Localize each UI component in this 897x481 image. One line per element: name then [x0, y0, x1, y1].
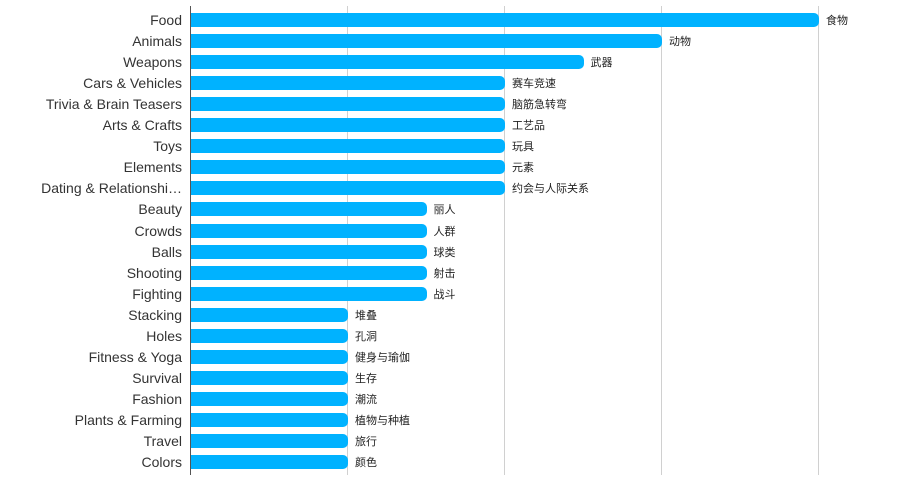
bar-row: Cars & Vehicles 赛车竞速: [0, 73, 897, 94]
bar[interactable]: [191, 181, 505, 196]
data-label: 元素: [512, 161, 534, 175]
category-label: Weapons: [123, 54, 182, 71]
bar-row: Stacking 堆叠: [0, 305, 897, 326]
data-label: 堆叠: [355, 308, 377, 322]
data-label: 工艺品: [512, 119, 545, 133]
bar-row: Crowds 人群: [0, 221, 897, 242]
bar-row: Holes 孔洞: [0, 326, 897, 347]
bar[interactable]: [191, 370, 348, 385]
bar-row: Trivia & Brain Teasers 脑筋急转弯: [0, 94, 897, 115]
data-label: 赛车竞速: [512, 77, 556, 91]
bar[interactable]: [191, 118, 505, 133]
data-label: 植物与种植: [355, 413, 410, 427]
bar-row: Toys 玩具: [0, 136, 897, 157]
bar-row: Fitness & Yoga 健身与瑜伽: [0, 347, 897, 368]
category-label: Survival: [132, 369, 182, 386]
bar-row: Weapons 武器: [0, 52, 897, 73]
data-label: 生存: [355, 371, 377, 385]
category-label: Stacking: [128, 306, 182, 323]
category-label: Fitness & Yoga: [88, 348, 182, 365]
data-label: 潮流: [355, 392, 377, 406]
category-label: Elements: [123, 159, 182, 176]
bar[interactable]: [191, 391, 348, 406]
category-label: Toys: [153, 138, 182, 155]
data-label: 丽人: [433, 203, 456, 217]
bar-row: Plants & Farming 植物与种植: [0, 410, 897, 431]
category-label: Travel: [143, 433, 182, 449]
category-label: Fashion: [132, 390, 182, 407]
bar[interactable]: [191, 202, 427, 217]
bar[interactable]: [191, 244, 427, 259]
bar[interactable]: [191, 412, 348, 427]
data-label: 武器: [590, 56, 613, 70]
category-label: Holes: [146, 327, 182, 344]
bar[interactable]: [191, 455, 348, 470]
bar-row: Shooting 射击: [0, 263, 897, 284]
gridline-1: [347, 6, 348, 475]
category-label: Beauty: [138, 201, 182, 218]
data-label: 颜色: [355, 456, 377, 470]
category-label: Balls: [151, 243, 182, 260]
data-label: 玩具: [512, 140, 534, 154]
gridline-4: [818, 6, 819, 475]
data-label: 射击: [433, 266, 456, 280]
bar-row: Fighting 战斗: [0, 284, 897, 305]
gridline-3: [661, 6, 662, 475]
bar-row: Animals 动物: [0, 31, 897, 52]
bar[interactable]: [191, 434, 348, 448]
category-label: Colors: [141, 454, 182, 471]
data-label: 食物: [826, 14, 848, 27]
bar[interactable]: [191, 139, 505, 154]
data-label: 约会与人际关系: [512, 182, 589, 196]
bar[interactable]: [191, 34, 662, 49]
bar[interactable]: [191, 13, 819, 27]
category-label: Animals: [132, 33, 182, 50]
bar-row: Fashion 潮流: [0, 389, 897, 410]
data-label: 孔洞: [355, 329, 377, 343]
data-label: 球类: [433, 245, 456, 259]
bar[interactable]: [191, 160, 505, 175]
y-axis-line: [190, 6, 191, 475]
gridline-2: [504, 6, 505, 475]
bar-row: Travel 旅行: [0, 431, 897, 452]
category-label: Plants & Farming: [74, 411, 182, 428]
data-label: 脑筋急转弯: [512, 98, 567, 112]
bar-row: Balls 球类: [0, 242, 897, 263]
data-label: 人群: [433, 224, 456, 238]
data-label: 动物: [669, 35, 691, 49]
category-label: Fighting: [132, 285, 182, 302]
category-label: Trivia & Brain Teasers: [45, 96, 182, 113]
data-label: 旅行: [355, 435, 377, 448]
bar-row: Arts & Crafts 工艺品: [0, 115, 897, 136]
category-label: Cars & Vehicles: [83, 75, 182, 92]
bar[interactable]: [191, 55, 584, 70]
bar-row: Dating & Relationshi… 约会与人际关系: [0, 178, 897, 199]
bar[interactable]: [191, 76, 505, 91]
bar-row: Food 食物: [0, 10, 897, 31]
data-label: 战斗: [433, 287, 456, 301]
bar[interactable]: [191, 349, 348, 364]
bar[interactable]: [191, 97, 505, 112]
category-label: Dating & Relationshi…: [41, 180, 182, 197]
bar[interactable]: [191, 223, 427, 238]
category-label: Arts & Crafts: [102, 117, 182, 134]
bar-row: Beauty 丽人: [0, 199, 897, 220]
bar-row: Elements 元素: [0, 157, 897, 178]
category-label: Food: [150, 12, 182, 28]
bar[interactable]: [191, 286, 427, 301]
bar[interactable]: [191, 307, 348, 322]
category-label: Shooting: [126, 264, 182, 281]
data-label: 健身与瑜伽: [355, 350, 410, 364]
bar-row: Survival 生存: [0, 368, 897, 389]
bar-row: Colors 颜色: [0, 452, 897, 473]
bar[interactable]: [191, 265, 427, 280]
bar[interactable]: [191, 328, 348, 343]
category-label: Crowds: [134, 222, 182, 239]
